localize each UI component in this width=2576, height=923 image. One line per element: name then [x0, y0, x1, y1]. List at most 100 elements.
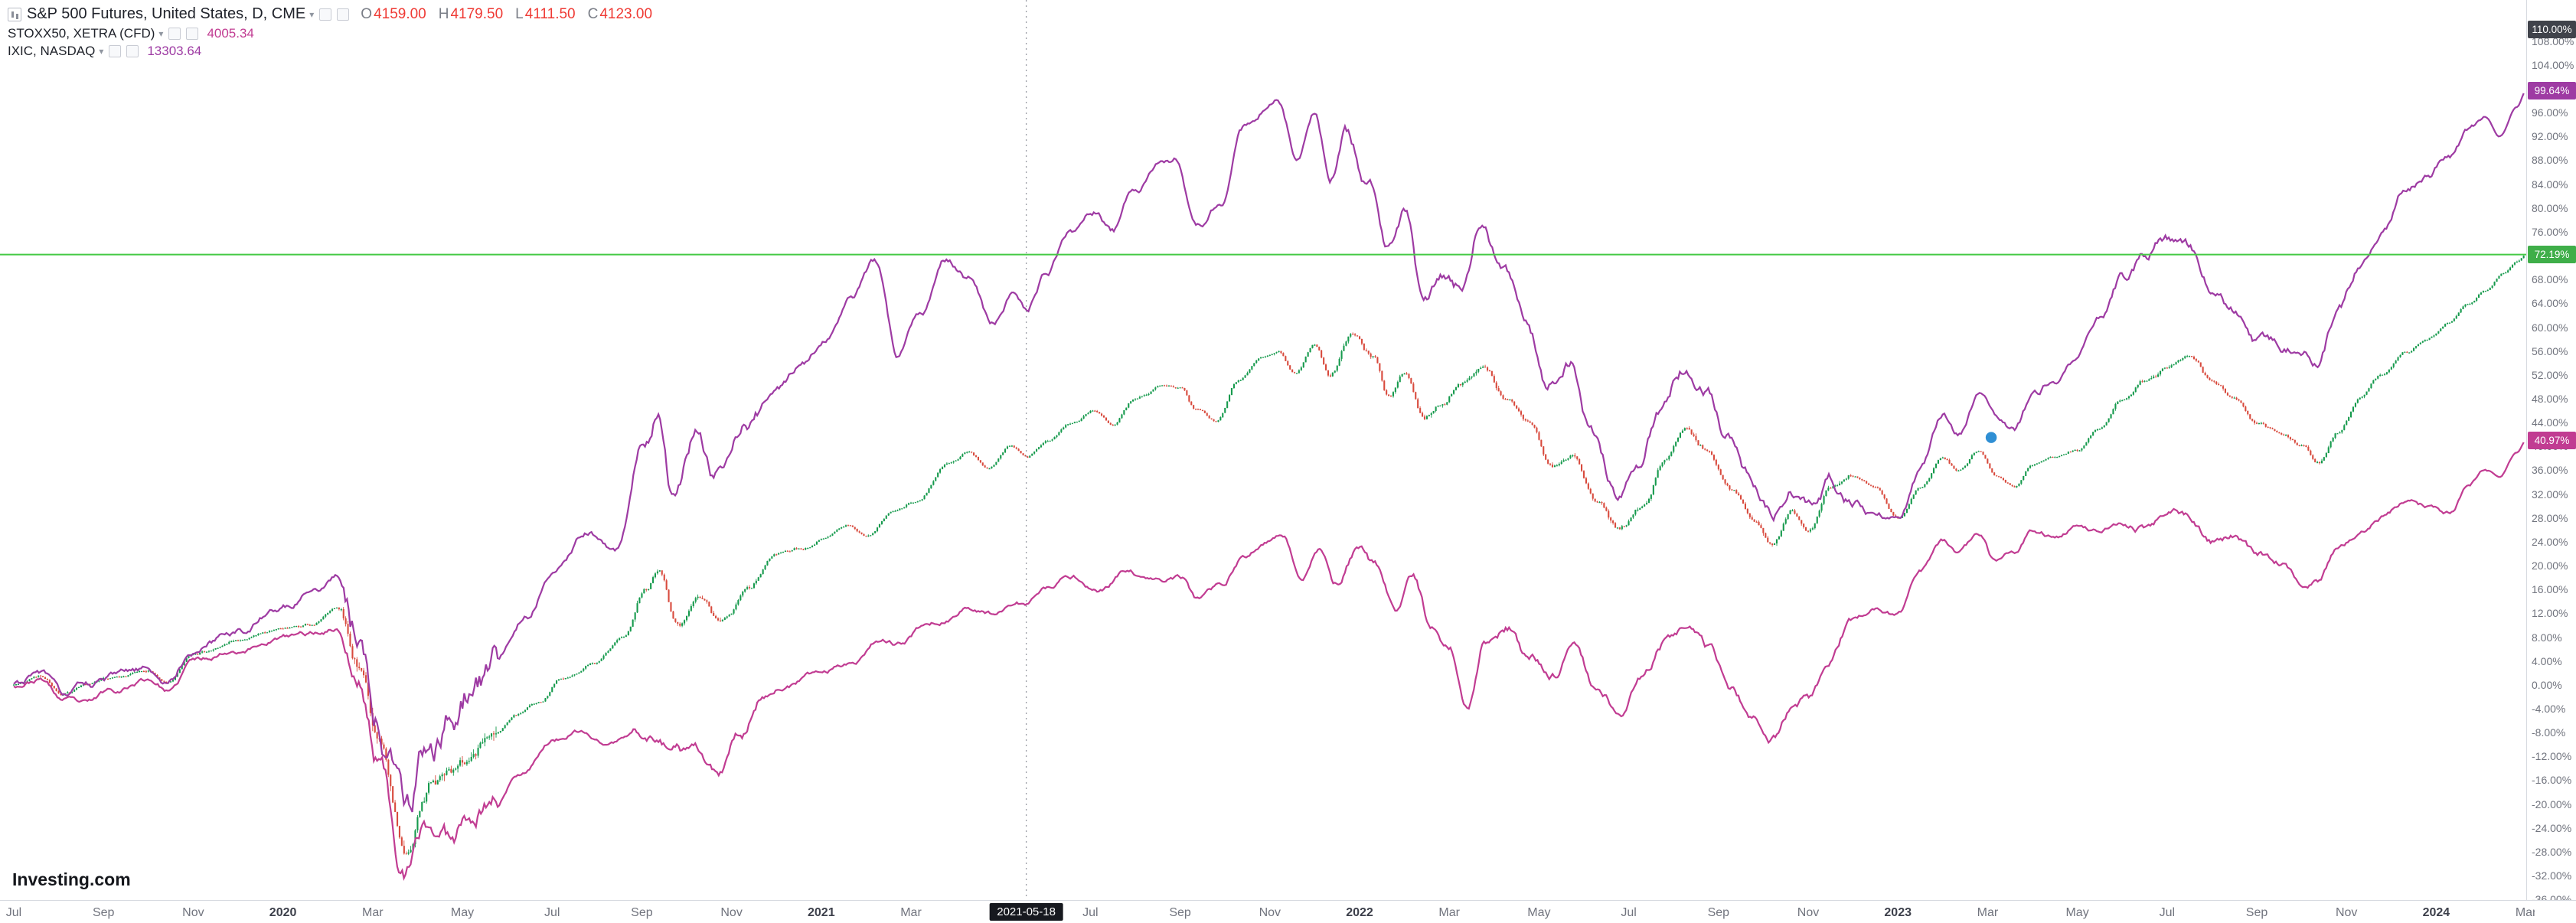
ixic-series-title[interactable]: IXIC, NASDAQ — [8, 43, 96, 58]
x-axis-tick-label: Jul — [1621, 906, 1637, 919]
x-axis-tick-label: Nov — [2335, 906, 2358, 919]
x-axis-tick-label: Nov — [182, 906, 204, 919]
x-axis-tick-label: Mar — [2515, 906, 2535, 919]
x-axis-tick-label: Mar — [1438, 906, 1460, 919]
y-axis-tick-label: 80.00% — [2532, 201, 2568, 214]
x-axis-tick-label: 2020 — [269, 906, 297, 919]
chevron-down-icon: ▾ — [158, 28, 164, 39]
low-value: 4111.50 — [524, 5, 576, 22]
legend-overlay-row-stoxx[interactable]: STOXX50, XETRA (CFD) ▾ 4005.34 — [8, 24, 652, 42]
x-axis-tick-label: May — [450, 906, 475, 919]
x-axis-tick-label: Mar — [362, 906, 384, 919]
close-value: 4123.00 — [599, 5, 653, 22]
y-axis-tick-label: -16.00% — [2532, 774, 2572, 787]
y-axis-tick-label: -32.00% — [2532, 869, 2572, 882]
open-value: 4159.00 — [374, 5, 426, 22]
stoxx-last-value: 4005.34 — [207, 25, 254, 41]
stoxx50-line — [13, 442, 2525, 882]
high-value: 4179.50 — [450, 5, 504, 22]
y-axis-tick-label: 16.00% — [2532, 583, 2568, 596]
series-settings-icon[interactable] — [186, 27, 199, 40]
series-settings-icon[interactable] — [337, 8, 350, 21]
high-label: H — [438, 5, 449, 22]
y-axis-tick-label: 92.00% — [2532, 130, 2568, 143]
crosshair-price-badge: 110.00% — [2528, 20, 2576, 38]
y-axis-tick-label: 64.00% — [2532, 297, 2568, 310]
time-axis[interactable]: Jul Sep Nov 2020 Mar May Jul Sep Nov 2021 Mar May Ju… — [0, 900, 2576, 923]
y-axis-tick-label: 60.00% — [2532, 321, 2568, 334]
visibility-toggle-icon[interactable] — [109, 44, 122, 57]
x-axis-tick-label: Mar — [900, 906, 922, 919]
x-axis-tick-label: Jul — [2159, 906, 2176, 919]
y-axis-tick-label: 56.00% — [2532, 344, 2568, 357]
stoxx-last-badge: 40.97% — [2528, 432, 2576, 450]
y-axis-tick-label: 84.00% — [2532, 178, 2568, 191]
y-axis-tick-label: 52.00% — [2532, 368, 2568, 381]
y-axis-tick-label: 68.00% — [2532, 273, 2568, 286]
y-axis-tick-label: 0.00% — [2532, 678, 2562, 691]
x-axis-tick-label: Nov — [1797, 906, 1820, 919]
y-axis-tick-label: -12.00% — [2532, 750, 2572, 763]
y-axis-tick-label: -20.00% — [2532, 797, 2572, 810]
x-axis-tick-label: Sep — [2245, 906, 2268, 919]
logo-name: Investing — [12, 869, 90, 889]
y-axis-tick-label: 48.00% — [2532, 393, 2568, 406]
y-axis-tick-label: 24.00% — [2532, 535, 2568, 548]
candle-wicks-down — [35, 332, 2408, 855]
candlestick-series-down — [35, 334, 2408, 855]
y-axis-tick-label: 44.00% — [2532, 416, 2568, 429]
crosshair-date-badge: 2021-05-18 — [989, 903, 1063, 921]
x-axis-tick-label: 2021 — [808, 906, 835, 919]
time-axis-labels: Jul Sep Nov 2020 Mar May Jul Sep Nov 2021 Mar May Ju… — [0, 901, 2535, 923]
legend-overlay-row-ixic[interactable]: IXIC, NASDAQ ▾ 13303.64 — [8, 42, 652, 60]
y-axis-tick-label: 8.00% — [2532, 631, 2562, 644]
x-axis-tick-label: 2022 — [1346, 906, 1373, 919]
x-axis-tick-label: Nov — [720, 906, 743, 919]
x-axis-tick-label: Jul — [5, 906, 22, 919]
y-axis-tick-label: 36.00% — [2532, 464, 2568, 477]
legend-panel: S&P 500 Futures, United States, D, CME ▾… — [8, 4, 652, 60]
visibility-toggle-icon[interactable] — [319, 8, 332, 21]
visibility-toggle-icon[interactable] — [168, 27, 181, 40]
x-axis-tick-label: May — [2065, 906, 2089, 919]
ixic-last-value: 13303.64 — [147, 43, 202, 58]
x-axis-tick-label: Jul — [544, 906, 560, 919]
close-label: C — [587, 5, 599, 22]
y-axis-tick-label: 28.00% — [2532, 511, 2568, 524]
ixic-last-badge: 99.64% — [2528, 82, 2576, 100]
x-axis-tick-label: May — [1527, 906, 1551, 919]
ixic-line — [13, 93, 2525, 813]
stoxx-series-title[interactable]: STOXX50, XETRA (CFD) — [8, 25, 155, 41]
y-axis-tick-label: 88.00% — [2532, 154, 2568, 167]
price-axis[interactable]: 108.00%104.00%100.00%96.00%92.00%88.00%8… — [2526, 0, 2576, 905]
main-series-title[interactable]: S&P 500 Futures, United States, D, CME — [27, 5, 306, 22]
candle-wicks-up — [13, 255, 2525, 856]
x-axis-tick-label: Sep — [631, 906, 653, 919]
ohlc-readout: O 4159.00 H 4179.50 L 4111.50 C 4123.00 — [361, 6, 652, 23]
open-label: O — [361, 5, 373, 22]
y-axis-tick-label: 96.00% — [2532, 106, 2568, 119]
x-axis-tick-label: Nov — [1259, 906, 1281, 919]
instrument-icon[interactable] — [8, 7, 21, 21]
chevron-down-icon: ▾ — [309, 8, 315, 20]
y-axis-tick-label: 4.00% — [2532, 654, 2562, 667]
y-axis-tick-label: 104.00% — [2532, 58, 2574, 71]
y-axis-tick-label: -28.00% — [2532, 845, 2572, 858]
x-axis-tick-label: Sep — [1707, 906, 1730, 919]
selected-point-marker[interactable] — [1984, 430, 1998, 445]
y-axis-tick-label: -24.00% — [2532, 821, 2572, 834]
chevron-down-icon: ▾ — [99, 45, 104, 57]
y-axis-tick-label: -4.00% — [2532, 703, 2566, 715]
sp500-last-badge: 72.19% — [2528, 246, 2576, 264]
low-label: L — [515, 5, 524, 22]
y-axis-tick-label: -8.00% — [2532, 726, 2566, 739]
y-axis-tick-label: 108.00% — [2532, 34, 2574, 47]
legend-main-row[interactable]: S&P 500 Futures, United States, D, CME ▾… — [8, 4, 652, 24]
investing-logo[interactable]: Investing.com — [12, 869, 131, 890]
x-axis-tick-label: 2023 — [1884, 906, 1912, 919]
series-settings-icon[interactable] — [126, 44, 139, 57]
x-axis-tick-label: Sep — [92, 906, 115, 919]
x-axis-tick-label: Sep — [1169, 906, 1191, 919]
